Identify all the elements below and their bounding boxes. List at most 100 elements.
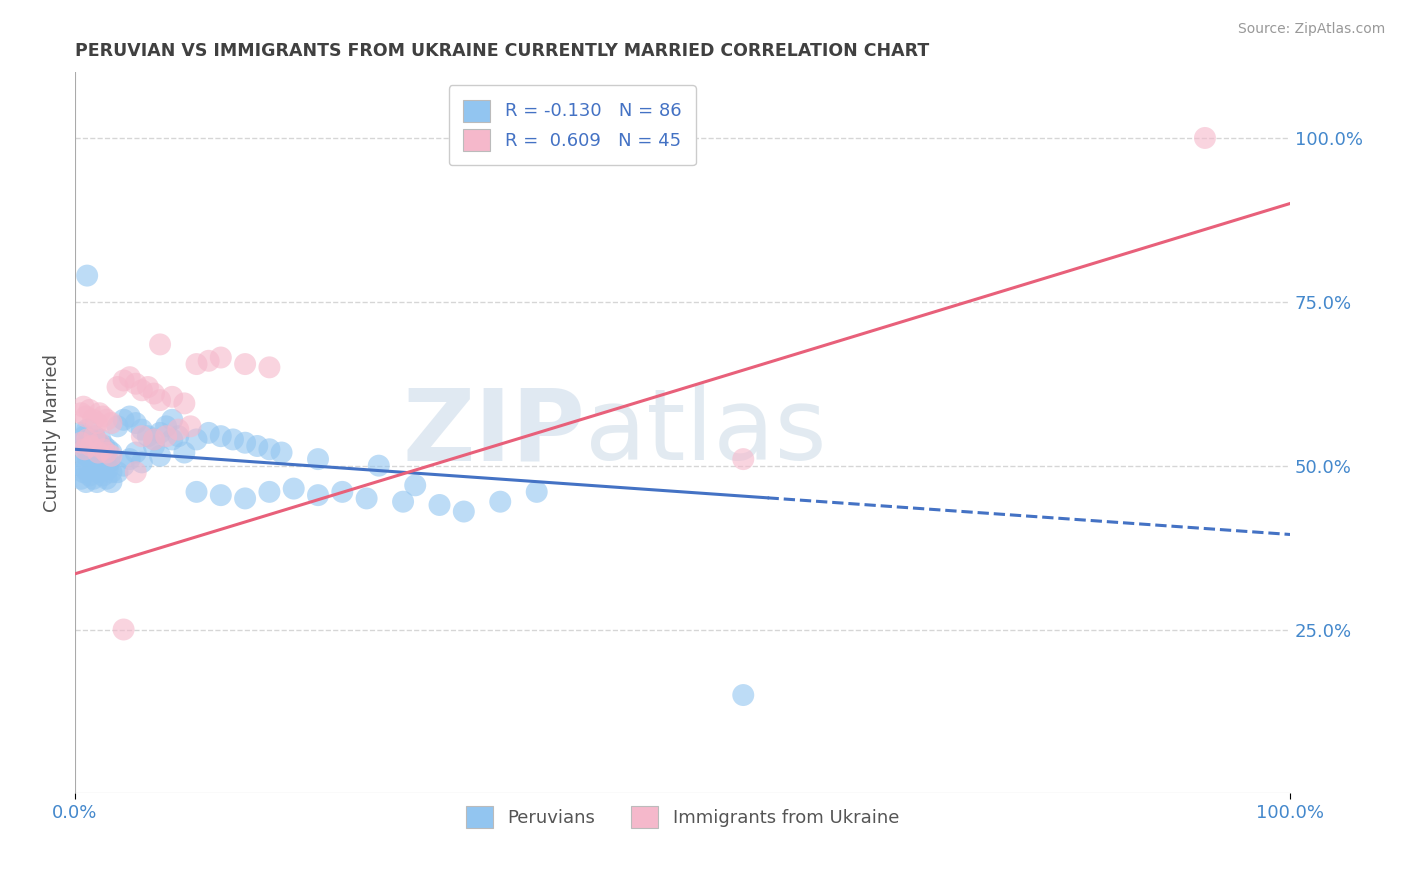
Point	[143, 439, 166, 453]
Point	[76, 455, 98, 469]
Point	[233, 435, 256, 450]
Point	[112, 374, 135, 388]
Point	[112, 413, 135, 427]
Point	[453, 504, 475, 518]
Point	[90, 449, 112, 463]
Text: atlas: atlas	[585, 384, 827, 482]
Point	[356, 491, 378, 506]
Point	[131, 384, 153, 398]
Text: Source: ZipAtlas.com: Source: ZipAtlas.com	[1237, 22, 1385, 37]
Point	[118, 409, 141, 424]
Point	[330, 484, 353, 499]
Point	[160, 413, 183, 427]
Point	[173, 396, 195, 410]
Y-axis label: Currently Married: Currently Married	[44, 354, 60, 512]
Point	[73, 439, 96, 453]
Point	[91, 442, 114, 457]
Point	[197, 353, 219, 368]
Point	[94, 452, 117, 467]
Point	[143, 386, 166, 401]
Point	[70, 435, 93, 450]
Point	[160, 390, 183, 404]
Point	[222, 433, 245, 447]
Point	[489, 494, 512, 508]
Point	[429, 498, 451, 512]
Point	[83, 462, 105, 476]
Point	[80, 452, 103, 467]
Point	[259, 442, 281, 457]
Point	[125, 445, 148, 459]
Point	[160, 433, 183, 447]
Point	[149, 337, 172, 351]
Point	[70, 425, 93, 440]
Point	[89, 455, 111, 469]
Point	[209, 429, 232, 443]
Point	[283, 482, 305, 496]
Point	[173, 445, 195, 459]
Point	[112, 623, 135, 637]
Point	[149, 449, 172, 463]
Point	[367, 458, 389, 473]
Point	[89, 433, 111, 447]
Point	[125, 376, 148, 391]
Point	[86, 435, 108, 450]
Point	[73, 442, 96, 457]
Point	[186, 484, 208, 499]
Point	[167, 429, 190, 443]
Point	[75, 475, 97, 489]
Point	[186, 357, 208, 371]
Point	[131, 455, 153, 469]
Text: ZIP: ZIP	[402, 384, 585, 482]
Point	[125, 465, 148, 479]
Point	[270, 445, 292, 459]
Point	[233, 357, 256, 371]
Point	[1194, 131, 1216, 145]
Point	[82, 472, 104, 486]
Point	[100, 416, 122, 430]
Point	[155, 419, 177, 434]
Point	[76, 433, 98, 447]
Point	[72, 465, 94, 479]
Point	[143, 433, 166, 447]
Point	[167, 423, 190, 437]
Point	[76, 268, 98, 283]
Point	[125, 416, 148, 430]
Point	[79, 468, 101, 483]
Point	[87, 458, 110, 473]
Point	[143, 433, 166, 447]
Point	[118, 452, 141, 467]
Point	[80, 439, 103, 453]
Point	[100, 475, 122, 489]
Point	[136, 429, 159, 443]
Point	[209, 488, 232, 502]
Point	[72, 400, 94, 414]
Point	[70, 458, 93, 473]
Point	[107, 465, 129, 479]
Point	[89, 465, 111, 479]
Point	[307, 488, 329, 502]
Point	[100, 445, 122, 459]
Point	[76, 449, 98, 463]
Point	[86, 475, 108, 489]
Point	[70, 406, 93, 420]
Point	[233, 491, 256, 506]
Point	[107, 419, 129, 434]
Point	[96, 413, 118, 427]
Point	[89, 406, 111, 420]
Point	[149, 393, 172, 408]
Point	[733, 452, 755, 467]
Point	[83, 429, 105, 443]
Point	[91, 409, 114, 424]
Point	[155, 429, 177, 443]
Point	[526, 484, 548, 499]
Point	[118, 370, 141, 384]
Point	[82, 452, 104, 467]
Point	[259, 360, 281, 375]
Point	[307, 452, 329, 467]
Point	[70, 445, 93, 459]
Point	[91, 468, 114, 483]
Point	[209, 351, 232, 365]
Legend: Peruvians, Immigrants from Ukraine: Peruvians, Immigrants from Ukraine	[458, 798, 907, 835]
Point	[80, 433, 103, 447]
Point	[79, 442, 101, 457]
